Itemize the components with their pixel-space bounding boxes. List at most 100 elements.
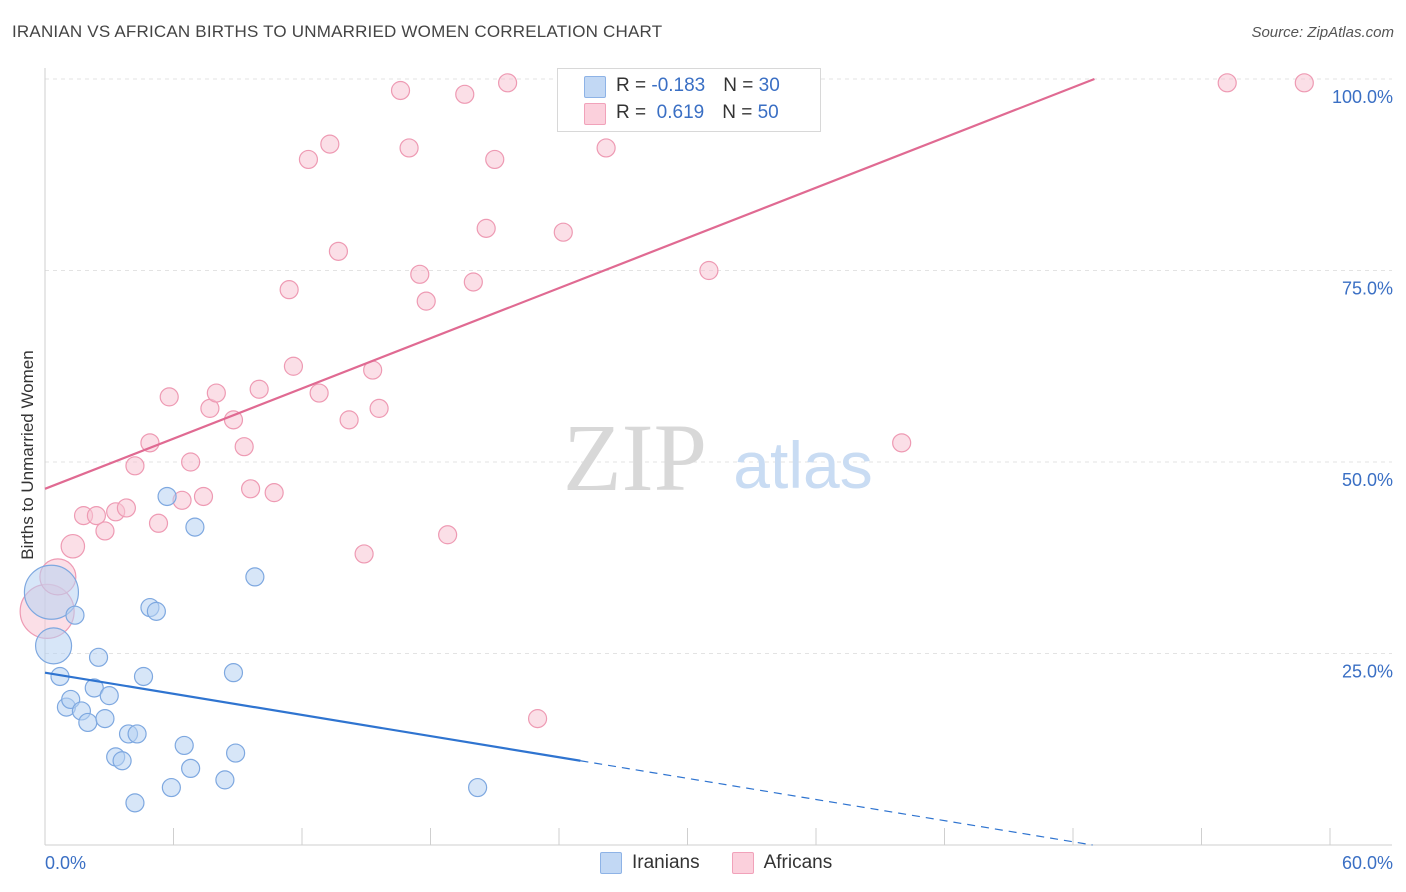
africans-point [1217, 73, 1237, 93]
iranians-point [223, 663, 244, 683]
africans-trend-line [44, 77, 1095, 490]
legend-item-africans: Africans [731, 852, 833, 874]
africans-point [116, 498, 136, 518]
grid-lines [45, 78, 1392, 654]
iranians-point [112, 751, 132, 771]
legend-swatch-africans [731, 852, 754, 874]
iranians-point [127, 724, 147, 744]
watermark-zip: ZIP [563, 404, 707, 511]
africans-point [309, 383, 329, 403]
iranians-point [99, 686, 119, 706]
africans-point [249, 379, 269, 399]
africans-point [140, 433, 160, 453]
iranians-point [133, 666, 154, 687]
iranians-point [245, 567, 265, 587]
y-axis-label: Births to Unmarried Women [18, 350, 37, 560]
legend-r-value: 0.619 [651, 102, 705, 123]
africans-point [283, 356, 304, 376]
legend-row-iranians: R = -0.183 N = 30 [616, 74, 780, 98]
iranians-point [174, 735, 194, 756]
africans-point [193, 486, 214, 507]
iranians-point [226, 743, 246, 763]
legend-label-iranians: Iranians [632, 852, 700, 873]
africans-point [410, 264, 430, 284]
iranians-trend-extension [580, 760, 1093, 846]
series-iranians [23, 486, 488, 813]
trend-lines [44, 77, 1095, 846]
series-legend: Iranians Africans [600, 852, 864, 874]
correlation-legend: R = -0.183 N = 30 R = 0.619 N = 50 [557, 68, 821, 132]
africans-point [892, 433, 912, 453]
africans-point [438, 525, 458, 545]
africans-point [463, 272, 483, 292]
iranians-point [185, 517, 205, 537]
legend-n-value: 50 [757, 102, 779, 123]
legend-row-africans: R = 0.619 N = 50 [616, 101, 779, 125]
iranians-point [125, 793, 145, 813]
legend-label-africans: Africans [763, 852, 833, 873]
iranians-point [161, 777, 181, 798]
africans-point [125, 456, 145, 476]
africans-point [485, 149, 505, 170]
x-tick-label: 0.0% [45, 853, 86, 873]
africans-point [1294, 73, 1314, 93]
africans-point [234, 437, 254, 457]
legend-swatch-iranians [600, 852, 622, 874]
africans-point [60, 533, 86, 559]
legend-r-label: R = [616, 102, 652, 123]
iranians-point [181, 758, 201, 779]
africans-point [498, 73, 518, 93]
africans-point [159, 387, 179, 407]
iranians-point [78, 712, 98, 733]
africans-point [339, 410, 359, 430]
africans-point [264, 483, 284, 503]
africans-point [416, 291, 436, 311]
africans-point [390, 80, 411, 101]
iranians-point [23, 564, 80, 620]
africans-point [279, 280, 299, 300]
watermark-atlas: atlas [733, 428, 872, 502]
axes [44, 68, 1392, 846]
legend-r-label: R = [616, 75, 652, 96]
africans-point [95, 521, 115, 541]
legend-item-iranians: Iranians [600, 852, 700, 874]
legend-n-label: N = [722, 102, 758, 123]
iranians-point [146, 601, 166, 621]
legend-swatch-africans [584, 103, 606, 125]
iranians-point [84, 678, 104, 698]
iranians-point [65, 605, 85, 625]
iranians-point [468, 777, 488, 798]
y-tick-label: 25.0% [1342, 662, 1393, 682]
x-tick-label: 60.0% [1342, 853, 1393, 873]
africans-point [369, 398, 389, 418]
africans-point [596, 138, 616, 158]
y-tick-label: 50.0% [1342, 470, 1393, 490]
africans-point [455, 84, 475, 104]
africans-point [148, 513, 169, 533]
africans-point [320, 134, 340, 154]
iranians-point [88, 647, 109, 667]
legend-n-value: 30 [758, 75, 780, 96]
iranians-point [157, 486, 177, 507]
legend-n-label: N = [723, 75, 759, 96]
iranians-point [34, 627, 73, 665]
africans-point [553, 222, 573, 242]
africans-point [699, 260, 719, 281]
iranians-point [95, 709, 115, 729]
tick-labels: 25.0% 50.0% 75.0% 100.0% 0.0% 60.0% [45, 87, 1393, 873]
africans-point [241, 479, 261, 499]
africans-point [328, 241, 349, 261]
source-credit: Source: ZipAtlas.com [1251, 24, 1394, 41]
y-tick-label: 75.0% [1342, 279, 1393, 299]
legend-swatch-iranians [584, 76, 606, 98]
legend-r-value: -0.183 [651, 75, 706, 96]
africans-point [206, 383, 226, 403]
series-africans [19, 73, 1314, 729]
africans-point [354, 544, 374, 564]
africans-point [399, 138, 419, 158]
iranians-point [215, 770, 235, 790]
africans-point [181, 452, 201, 472]
africans-point [476, 218, 496, 238]
chart-title: IRANIAN VS AFRICAN BIRTHS TO UNMARRIED W… [12, 22, 663, 41]
